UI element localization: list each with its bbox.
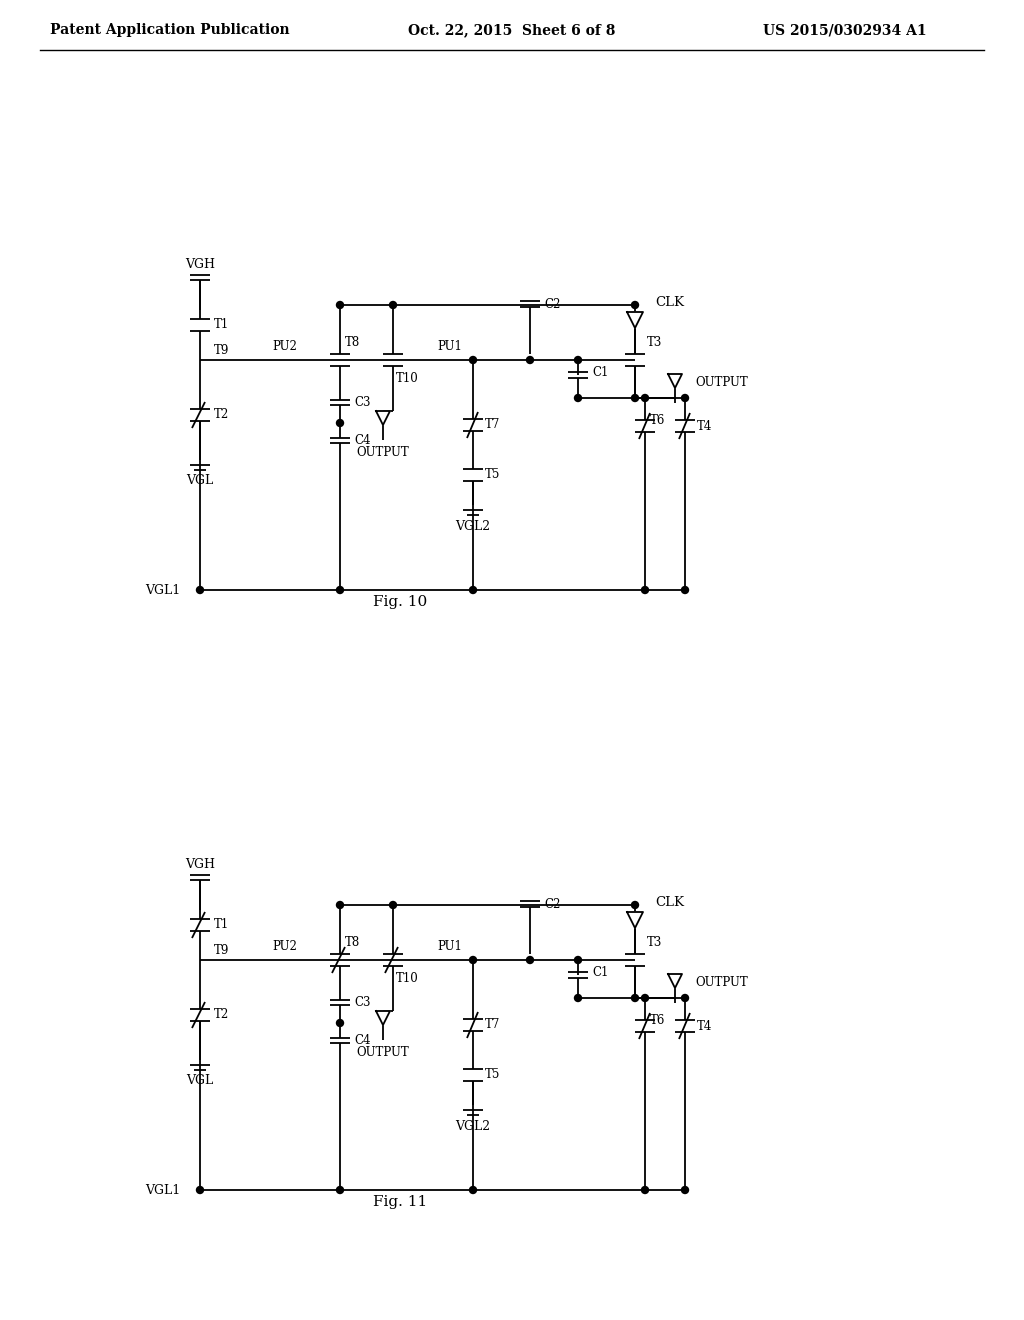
Text: T5: T5 [485,1068,501,1081]
Circle shape [469,356,476,363]
Text: VGH: VGH [185,257,215,271]
Text: T6: T6 [650,1015,666,1027]
Polygon shape [627,912,643,928]
Circle shape [337,420,343,426]
Polygon shape [627,312,643,327]
Circle shape [632,994,639,1002]
Circle shape [682,1187,688,1193]
Circle shape [337,586,343,594]
Text: PU1: PU1 [437,339,463,352]
Text: T5: T5 [485,469,501,482]
Text: OUTPUT: OUTPUT [356,446,410,458]
Text: T9: T9 [214,944,229,957]
Text: C2: C2 [544,297,560,310]
Text: VGL: VGL [186,474,214,487]
Text: Oct. 22, 2015  Sheet 6 of 8: Oct. 22, 2015 Sheet 6 of 8 [409,22,615,37]
Text: C4: C4 [354,433,371,446]
Text: T2: T2 [214,408,229,421]
Text: T3: T3 [647,335,663,348]
Text: C2: C2 [544,898,560,911]
Circle shape [469,957,476,964]
Text: C4: C4 [354,1034,371,1047]
Circle shape [469,1187,476,1193]
Text: T1: T1 [214,318,229,331]
Polygon shape [376,411,390,425]
Text: C1: C1 [592,366,608,379]
Text: T1: T1 [214,919,229,932]
Text: PU2: PU2 [272,339,297,352]
Text: CLK: CLK [655,297,684,309]
Text: OUTPUT: OUTPUT [356,1045,410,1059]
Text: VGL2: VGL2 [456,1119,490,1133]
Text: VGH: VGH [185,858,215,870]
Text: OUTPUT: OUTPUT [695,375,748,388]
Text: Patent Application Publication: Patent Application Publication [50,22,290,37]
Text: T10: T10 [396,972,419,985]
Text: VGL1: VGL1 [144,583,180,597]
Circle shape [632,301,639,309]
Text: T2: T2 [214,1008,229,1022]
Text: CLK: CLK [655,896,684,909]
Circle shape [574,395,582,401]
Circle shape [641,395,648,401]
Text: T8: T8 [345,335,360,348]
Text: C1: C1 [592,965,608,978]
Circle shape [682,586,688,594]
Text: T9: T9 [214,343,229,356]
Circle shape [337,1187,343,1193]
Text: PU1: PU1 [437,940,463,953]
Circle shape [469,586,476,594]
Text: Fig. 11: Fig. 11 [373,1195,427,1209]
Circle shape [337,1019,343,1027]
Circle shape [389,301,396,309]
Circle shape [197,1187,204,1193]
Text: T10: T10 [396,371,419,384]
Polygon shape [668,974,682,987]
Text: T6: T6 [650,414,666,428]
Text: VGL: VGL [186,1074,214,1088]
Text: US 2015/0302934 A1: US 2015/0302934 A1 [763,22,927,37]
Text: T4: T4 [697,420,713,433]
Circle shape [632,902,639,908]
Circle shape [641,1187,648,1193]
Circle shape [337,301,343,309]
Circle shape [682,395,688,401]
Text: PU2: PU2 [272,940,297,953]
Circle shape [641,586,648,594]
Text: C3: C3 [354,995,371,1008]
Text: T8: T8 [345,936,360,949]
Circle shape [574,994,582,1002]
Circle shape [526,957,534,964]
Text: T3: T3 [647,936,663,949]
Circle shape [337,902,343,908]
Circle shape [389,902,396,908]
Text: C3: C3 [354,396,371,408]
Polygon shape [376,1011,390,1026]
Circle shape [526,356,534,363]
Circle shape [574,356,582,363]
Circle shape [574,957,582,964]
Circle shape [197,586,204,594]
Circle shape [641,994,648,1002]
Text: T4: T4 [697,1019,713,1032]
Circle shape [682,994,688,1002]
Text: OUTPUT: OUTPUT [695,975,748,989]
Text: T7: T7 [485,1019,501,1031]
Text: VGL2: VGL2 [456,520,490,532]
Text: T7: T7 [485,418,501,432]
Text: VGL1: VGL1 [144,1184,180,1196]
Circle shape [632,395,639,401]
Polygon shape [668,374,682,388]
Text: Fig. 10: Fig. 10 [373,595,427,609]
